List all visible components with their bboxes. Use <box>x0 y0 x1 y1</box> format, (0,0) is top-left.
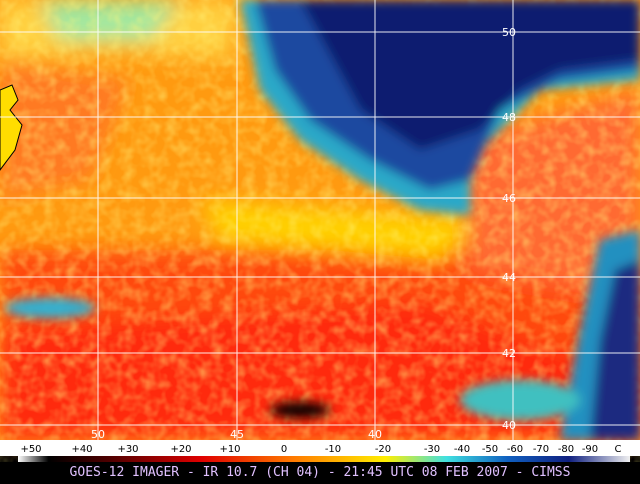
scale-label: -20 <box>375 444 391 455</box>
lat-label: 48 <box>502 111 516 124</box>
lat-lon-grid <box>0 0 640 440</box>
scale-label: -50 <box>482 444 498 455</box>
lon-label: 45 <box>230 428 244 441</box>
lon-label: 50 <box>91 428 105 441</box>
scale-label: 0 <box>281 444 287 455</box>
lat-label: 46 <box>502 192 516 205</box>
lat-label: 44 <box>502 271 516 284</box>
lat-label: 40 <box>502 419 516 432</box>
scale-label: -90 <box>582 444 598 455</box>
scale-label: -40 <box>454 444 470 455</box>
caption-band <box>0 462 640 480</box>
scale-label: +10 <box>219 444 240 455</box>
scale-label: -80 <box>558 444 574 455</box>
scale-label: +50 <box>20 444 41 455</box>
imagery <box>0 0 640 440</box>
caption: GOES-12 IMAGER - IR 10.7 (CH 04) - 21:45… <box>70 465 571 480</box>
color-scale-bar <box>18 456 630 462</box>
lon-label: 40 <box>368 428 382 441</box>
scale-label: -30 <box>424 444 440 455</box>
scale-label: +20 <box>170 444 191 455</box>
scale-labels: +50 +40 +30 +20 +10 0 -10 -20 -30 -40 -50 -60 -70 -80… <box>20 444 621 455</box>
grid-labels: 50 48 46 44 42 40 50 45 40 <box>91 26 516 441</box>
scale-background <box>0 440 640 456</box>
lat-label: 42 <box>502 347 516 360</box>
scale-unit: C <box>615 444 622 455</box>
scale-label: +30 <box>117 444 138 455</box>
scale-label: -60 <box>507 444 523 455</box>
scale-label: +40 <box>71 444 92 455</box>
scale-label: -70 <box>533 444 549 455</box>
scale-label: -10 <box>325 444 341 455</box>
lat-label: 50 <box>502 26 516 39</box>
